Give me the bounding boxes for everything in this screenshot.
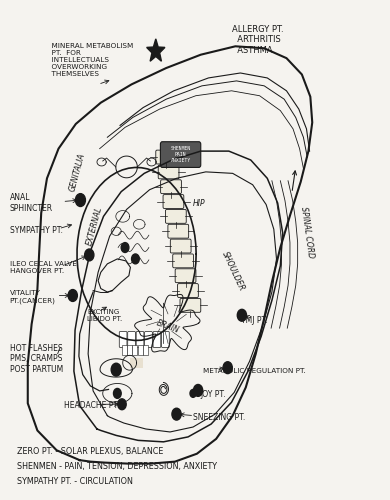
- FancyBboxPatch shape: [180, 298, 201, 312]
- Text: VITALITY
PT.(CANCER): VITALITY PT.(CANCER): [10, 290, 55, 304]
- Text: EXTERNAL: EXTERNAL: [85, 206, 104, 247]
- FancyBboxPatch shape: [132, 346, 137, 356]
- Circle shape: [85, 249, 94, 261]
- FancyBboxPatch shape: [173, 254, 193, 268]
- Circle shape: [118, 399, 126, 409]
- FancyBboxPatch shape: [153, 332, 161, 347]
- FancyBboxPatch shape: [136, 332, 144, 347]
- Text: TMJ PT.: TMJ PT.: [241, 316, 268, 324]
- FancyBboxPatch shape: [161, 332, 169, 347]
- Text: SYMPATHY PT. - CIRCULATION: SYMPATHY PT. - CIRCULATION: [18, 477, 133, 486]
- Text: EXCITING
LIBIDO PT.: EXCITING LIBIDO PT.: [87, 309, 122, 322]
- Text: HOT FLASHES
PMS, CRAMPS
POST PARTUM: HOT FLASHES PMS, CRAMPS POST PARTUM: [10, 344, 63, 374]
- FancyBboxPatch shape: [145, 332, 152, 347]
- Text: SHOULDER: SHOULDER: [220, 250, 246, 292]
- Polygon shape: [147, 39, 165, 61]
- Text: BRAIN: BRAIN: [155, 318, 181, 335]
- FancyBboxPatch shape: [122, 346, 127, 356]
- Circle shape: [113, 388, 121, 398]
- Text: GENITALIA: GENITALIA: [68, 152, 87, 192]
- FancyBboxPatch shape: [127, 346, 132, 356]
- Text: SPINAL CORD: SPINAL CORD: [299, 206, 316, 259]
- Circle shape: [172, 408, 181, 420]
- FancyBboxPatch shape: [163, 194, 184, 208]
- Circle shape: [75, 194, 85, 206]
- FancyBboxPatch shape: [160, 142, 201, 168]
- FancyBboxPatch shape: [177, 284, 199, 298]
- Circle shape: [131, 254, 139, 264]
- Text: SYMPATHY PT.: SYMPATHY PT.: [10, 226, 62, 234]
- FancyBboxPatch shape: [143, 346, 148, 356]
- FancyBboxPatch shape: [165, 210, 186, 224]
- Text: ALLERGY PT.
  ARTHRITIS
  ASTHMA: ALLERGY PT. ARTHRITIS ASTHMA: [232, 25, 283, 55]
- FancyBboxPatch shape: [119, 332, 127, 347]
- Text: HEADACHE PT.: HEADACHE PT.: [64, 401, 120, 410]
- FancyBboxPatch shape: [158, 165, 179, 179]
- Text: MINERAL METABOLISM
  PT.  FOR
  INTELLECTUALS
  OVERWORKING
  THEMSELVES: MINERAL METABOLISM PT. FOR INTELLECTUALS…: [47, 42, 133, 76]
- FancyBboxPatch shape: [138, 346, 143, 356]
- Circle shape: [193, 384, 203, 396]
- Circle shape: [111, 363, 121, 376]
- FancyBboxPatch shape: [156, 150, 177, 164]
- Text: ILEO CECAL VALVE
HANGOVER PT.: ILEO CECAL VALVE HANGOVER PT.: [10, 261, 76, 274]
- FancyBboxPatch shape: [175, 269, 196, 282]
- Text: HIP: HIP: [193, 198, 206, 207]
- Circle shape: [121, 242, 129, 252]
- Text: SHENMEN
PAIN
ANXIETY: SHENMEN PAIN ANXIETY: [170, 146, 191, 163]
- Text: SNEEZING PT.: SNEEZING PT.: [193, 412, 245, 422]
- FancyBboxPatch shape: [128, 332, 135, 347]
- Text: ZERO PT. - SOLAR PLEXUS, BALANCE: ZERO PT. - SOLAR PLEXUS, BALANCE: [18, 447, 164, 456]
- Text: METABOLIC REGULATION PT.: METABOLIC REGULATION PT.: [203, 368, 305, 374]
- Circle shape: [190, 390, 196, 398]
- FancyBboxPatch shape: [170, 239, 191, 253]
- Circle shape: [237, 310, 246, 321]
- Text: ANAL
SPHINCTER: ANAL SPHINCTER: [10, 194, 53, 212]
- Circle shape: [223, 362, 232, 374]
- FancyBboxPatch shape: [161, 180, 181, 194]
- FancyBboxPatch shape: [168, 224, 189, 238]
- Circle shape: [68, 290, 77, 302]
- Text: SHENMEN - PAIN, TENSION, DEPRESSION, ANXIETY: SHENMEN - PAIN, TENSION, DEPRESSION, ANX…: [18, 462, 217, 471]
- Text: JOY PT.: JOY PT.: [201, 390, 226, 399]
